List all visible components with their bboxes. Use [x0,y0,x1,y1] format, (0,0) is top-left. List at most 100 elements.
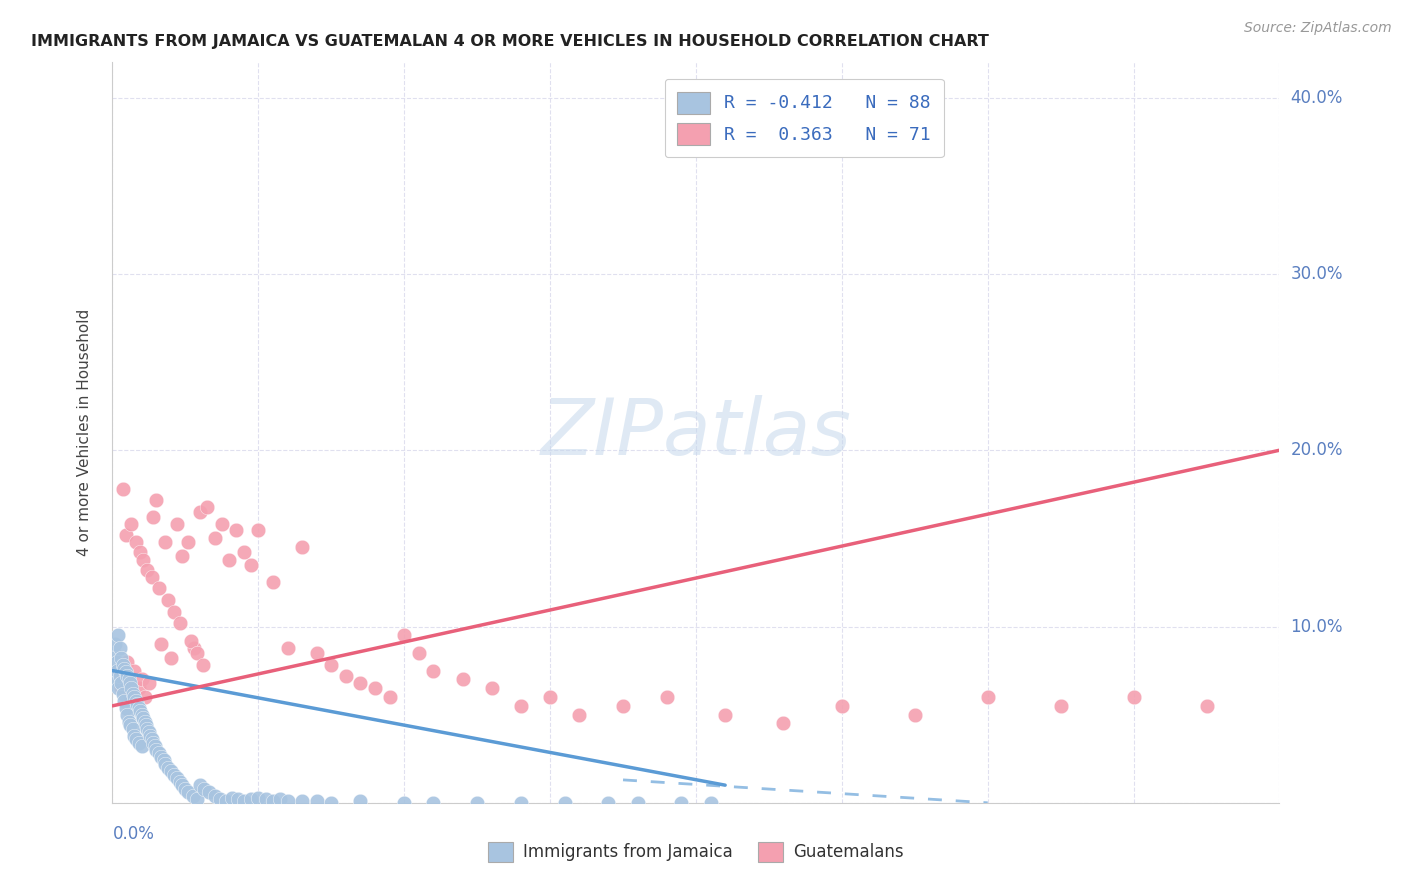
Point [103,646,125,660]
Point [107,681,129,696]
Point [149,637,172,651]
Point [191,658,214,673]
Point [120,517,142,532]
Point [305,794,328,808]
Point [122,686,145,700]
Point [465,796,488,810]
Point [627,796,650,810]
Point [394,628,416,642]
Point [422,796,444,810]
Point [394,796,416,810]
Point [135,718,157,732]
Y-axis label: 4 or more Vehicles in Household: 4 or more Vehicles in Household [77,309,91,557]
Point [612,698,634,713]
Point [215,794,238,808]
Point [142,510,165,524]
Point [232,794,254,808]
Point [554,796,576,810]
Text: Source: ZipAtlas.com: Source: ZipAtlas.com [1244,21,1392,35]
Text: 10.0%: 10.0% [1291,617,1343,635]
Point [153,535,176,549]
Point [112,693,135,707]
Point [262,575,284,590]
Point [128,700,150,714]
Point [129,704,152,718]
Point [169,774,191,789]
Point [145,492,167,507]
Point [568,707,591,722]
Point [211,517,233,532]
Point [143,739,166,754]
Point [321,796,343,810]
Point [699,796,721,810]
Point [1122,690,1144,704]
Point [305,646,328,660]
Point [148,747,170,761]
Point [180,633,202,648]
Point [124,690,146,704]
Point [105,655,128,669]
Point [115,655,138,669]
Text: 20.0%: 20.0% [1291,442,1343,459]
Point [193,781,215,796]
Point [128,681,150,696]
Point [108,640,131,655]
Point [104,637,127,651]
Point [114,528,136,542]
Text: 40.0%: 40.0% [1291,88,1343,107]
Point [422,664,444,678]
Point [335,669,357,683]
Point [110,681,132,696]
Point [120,681,142,696]
Point [221,790,243,805]
Point [254,792,277,806]
Point [163,767,186,781]
Point [172,549,194,563]
Point [177,785,200,799]
Point [131,707,153,722]
Point [186,646,208,660]
Point [188,505,211,519]
Point [169,615,191,630]
Point [134,714,156,729]
Point [538,690,561,704]
Point [976,690,998,704]
Point [209,792,232,806]
Point [136,563,159,577]
Text: 30.0%: 30.0% [1291,265,1343,283]
Point [186,792,208,806]
Point [509,698,531,713]
Point [772,716,794,731]
Point [152,754,174,768]
Point [139,729,162,743]
Point [149,750,172,764]
Point [114,700,136,714]
Point [141,732,163,747]
Point [117,673,139,687]
Point [127,697,149,711]
Point [195,500,218,514]
Point [108,669,131,683]
Point [110,651,132,665]
Point [111,482,134,496]
Point [110,676,132,690]
Point [111,686,134,700]
Point [509,796,531,810]
Point [276,640,298,655]
Point [160,651,183,665]
Text: 0.0%: 0.0% [112,825,155,843]
Point [904,707,927,722]
Point [156,760,179,774]
Point [153,757,176,772]
Point [188,778,211,792]
Point [349,794,371,808]
Point [225,523,247,537]
Point [349,676,371,690]
Point [226,792,249,806]
Point [117,714,139,729]
Point [145,743,167,757]
Point [172,778,194,792]
Point [124,664,146,678]
Point [321,658,343,673]
Point [107,664,129,678]
